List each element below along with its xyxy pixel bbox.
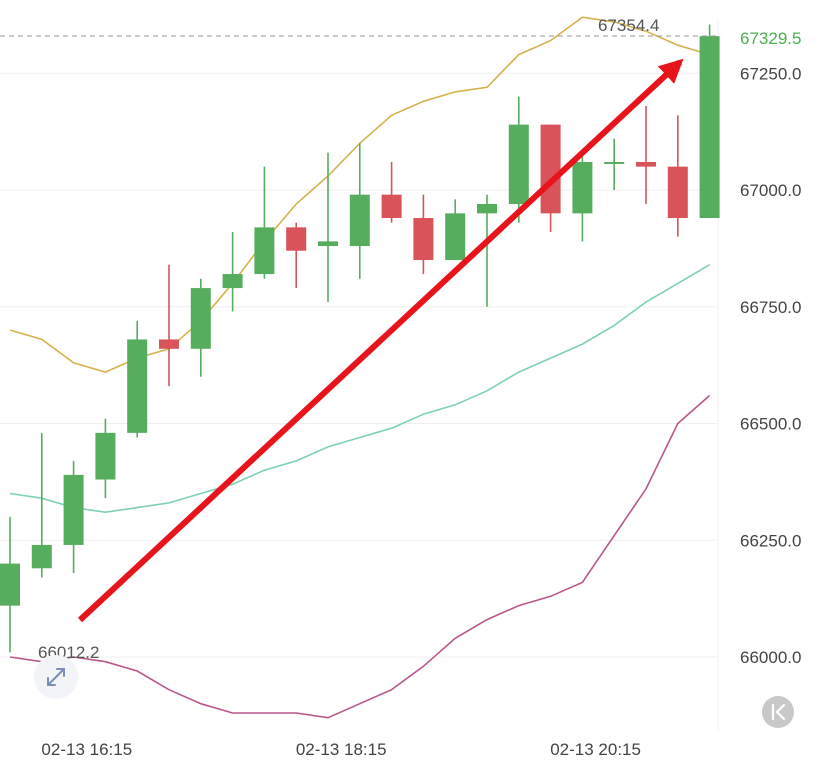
candle-body (604, 161, 625, 164)
bands (9, 16, 711, 719)
candle-body (445, 213, 466, 261)
candle (127, 320, 148, 438)
candle (667, 115, 688, 237)
candle (0, 516, 20, 653)
candle-body (222, 274, 243, 289)
candle-body (349, 194, 370, 247)
candle (477, 194, 497, 307)
candle (508, 96, 529, 223)
candle (604, 138, 625, 190)
candle (349, 143, 370, 279)
trend-arrow (77, 58, 684, 623)
y-axis: 67250.0 67000.0 66750.0 66500.0 66250.0 66000… (740, 64, 801, 667)
candle-body (636, 161, 656, 167)
expand-button[interactable] (34, 655, 78, 699)
candle (318, 152, 338, 303)
candle-body (413, 218, 434, 261)
x-tick-label: 02-13 18:15 (296, 740, 387, 759)
candle-body (127, 339, 148, 433)
candle (699, 24, 720, 219)
double-chevron-left-icon (771, 703, 786, 721)
candle (413, 194, 434, 275)
y-tick-label: 66000.0 (740, 648, 801, 667)
candle-body (381, 194, 402, 219)
candle-body (318, 241, 338, 247)
band-line-1 (9, 264, 711, 514)
x-tick-label: 02-13 16:15 (41, 740, 132, 759)
high-label: 67354.4 (598, 16, 659, 35)
candle-body (699, 36, 720, 219)
annotations: 67354.4 66012.2 67329.5 (0, 16, 801, 662)
candle (95, 418, 116, 499)
band-line-2 (9, 394, 711, 719)
y-tick-label: 67000.0 (740, 181, 801, 200)
candle (31, 432, 52, 578)
candle (636, 105, 656, 205)
candle-body (286, 227, 307, 251)
last-price-label: 67329.5 (740, 29, 801, 48)
candle (159, 264, 179, 387)
collapse-button[interactable] (762, 696, 794, 728)
candle-body (667, 166, 688, 219)
candle (445, 199, 466, 261)
candle (222, 232, 243, 312)
candle-body (477, 204, 497, 214)
x-axis: 02-13 16:15 02-13 18:15 02-13 20:15 (41, 740, 641, 759)
candle-body (31, 544, 52, 569)
expand-icon (47, 668, 65, 686)
candle-body (572, 161, 593, 214)
candle-body (159, 339, 179, 349)
candle (190, 278, 211, 377)
candle (63, 460, 84, 573)
candle (286, 222, 307, 289)
candle-body (254, 227, 275, 275)
candle-body (190, 288, 211, 349)
y-tick-label: 66250.0 (740, 531, 801, 550)
y-tick-label: 67250.0 (740, 64, 801, 83)
candle (254, 166, 275, 279)
y-tick-label: 66750.0 (740, 298, 801, 317)
candles (0, 24, 720, 653)
x-tick-label: 02-13 20:15 (550, 740, 641, 759)
candle-body (0, 563, 20, 606)
candle (381, 161, 402, 223)
candle-body (508, 124, 529, 205)
candle-body (95, 432, 116, 480)
candle (572, 152, 593, 242)
y-tick-label: 66500.0 (740, 415, 801, 434)
candle-body (63, 474, 84, 545)
candle-body (540, 124, 561, 214)
